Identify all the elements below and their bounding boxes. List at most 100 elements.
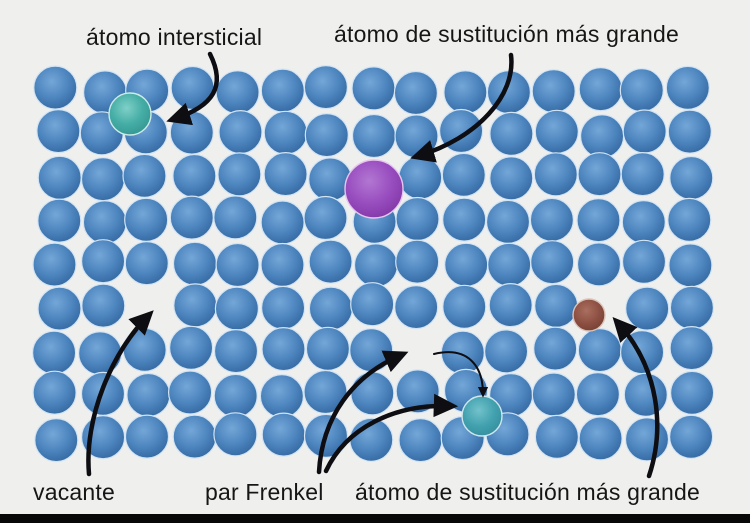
frenkel-interstitial-arrow [323, 393, 459, 474]
lattice-atom [668, 414, 714, 459]
lattice-atom [667, 197, 712, 242]
lattice-atom [77, 331, 123, 376]
lattice-atom [351, 66, 396, 111]
lattice-atom [213, 412, 258, 457]
lattice-atom [578, 416, 623, 461]
lattice-atom [579, 114, 625, 159]
lattice-atom [122, 153, 167, 198]
lattice-atom [398, 155, 443, 200]
lattice-atom [533, 326, 578, 371]
lattice-atom [260, 68, 305, 113]
lattice-atom [169, 325, 214, 370]
lattice-atom [81, 283, 126, 328]
lattice-atom [531, 69, 576, 114]
frenkel-pair-link-arrow [433, 351, 489, 398]
lattice-atom [217, 152, 262, 197]
frenkel-interstitial-atom [461, 395, 503, 437]
lattice-atom [36, 109, 81, 154]
lattice-atom [577, 328, 622, 373]
lattice-atom [350, 282, 395, 327]
lattice-atom [308, 239, 353, 284]
label-vacante: vacante [33, 479, 115, 505]
lattice-atom [485, 199, 531, 244]
lattice-atom [305, 326, 350, 371]
lattice-atom [168, 370, 213, 415]
lattice-atom [576, 242, 622, 287]
lattice-atom [393, 70, 438, 116]
lattice-atom [260, 200, 305, 245]
lattice-atom [669, 285, 715, 330]
lattice-atom [32, 242, 77, 287]
lattice-atom [215, 70, 260, 115]
label-par-frenkel: par Frenkel [205, 479, 324, 505]
lattice-atom [124, 414, 170, 459]
lattice-atom [261, 285, 306, 330]
lattice-atom [304, 113, 349, 158]
lattice-atom [172, 241, 218, 286]
lattice-atom [619, 68, 664, 113]
lattice-atom [37, 155, 82, 200]
lattice-atom [667, 109, 712, 154]
lattice-atom [669, 326, 714, 371]
lattice-atom [578, 67, 623, 112]
lattice-atom [534, 109, 579, 154]
lattice-atom [529, 197, 575, 242]
lattice-atom [169, 195, 214, 240]
lattice-atom [213, 373, 258, 418]
lattice-atom [394, 285, 439, 330]
lattice-atom [218, 110, 263, 155]
lattice-atom [263, 152, 308, 197]
substitution-top-arrow [410, 52, 514, 163]
lattice-atom [444, 242, 489, 287]
lattice-atom [32, 370, 77, 415]
lattice-atom [533, 152, 578, 197]
lattice-atom [668, 243, 713, 288]
lattice-atom [350, 371, 395, 416]
lattice-atom [624, 417, 670, 462]
lattice-atom [263, 110, 308, 155]
lattice-atom [172, 153, 217, 199]
lattice-atom [577, 152, 622, 197]
large-substitution-atom [344, 159, 404, 219]
lattice-atom [669, 370, 715, 415]
lattice-atom [620, 152, 665, 197]
lattice-atom [534, 283, 579, 328]
lattice-atom [622, 109, 667, 154]
lattice-atom [395, 239, 440, 284]
frenkel-vacancy-arrow [316, 350, 409, 475]
interstitial-arrow [166, 51, 220, 126]
lattice-atom [261, 412, 306, 457]
lattice-atom [576, 198, 621, 243]
lattice-atom [530, 240, 575, 285]
lattice-atom [575, 372, 621, 417]
lattice-atom [33, 65, 78, 110]
bottom-bar [0, 514, 750, 523]
lattice-atom [261, 327, 306, 372]
lattice-atom [82, 200, 128, 245]
lattice-atom [353, 243, 399, 288]
lattice-atom [488, 283, 533, 328]
label-atomo-intersticial: átomo intersticial [86, 24, 263, 50]
lattice-atom [351, 113, 397, 159]
lattice-atom [308, 286, 353, 331]
lattice-atom [531, 372, 576, 417]
lattice-atom [213, 195, 258, 240]
lattice-atom [395, 196, 440, 242]
lattice-atom [259, 374, 304, 419]
lattice-atom [395, 369, 440, 414]
lattice-atom [489, 111, 534, 156]
lattice-atom [665, 65, 710, 111]
lattice-atom [349, 328, 394, 373]
lattice-atom [303, 64, 348, 110]
lattice-atom [172, 414, 217, 459]
lattice-atom [215, 242, 260, 288]
lattice-atom [37, 286, 82, 331]
lattice-atom [124, 241, 169, 286]
lattice-atom [441, 152, 486, 197]
lattice-atom [124, 197, 169, 242]
interstitial-atom [108, 92, 152, 136]
lattice-atom [34, 418, 79, 463]
lattice-atom [173, 283, 218, 328]
